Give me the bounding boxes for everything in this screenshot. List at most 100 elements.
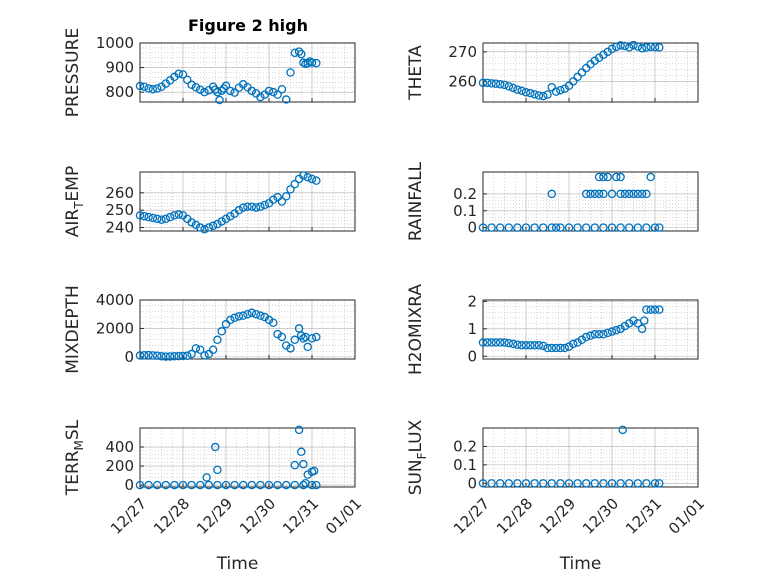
x-tick-label: 12/27 <box>107 495 150 538</box>
data-point <box>290 480 300 490</box>
data-point <box>624 479 634 488</box>
data-point <box>556 343 565 353</box>
data-point <box>633 189 643 199</box>
data-point <box>238 203 248 212</box>
data-point <box>309 466 319 476</box>
data-point <box>165 352 175 361</box>
x-tick-label: 12/28 <box>150 495 193 538</box>
data-point <box>487 479 496 488</box>
y-tick-label: 260 <box>448 72 477 90</box>
data-point <box>564 81 574 91</box>
data-point <box>650 42 660 52</box>
data-point <box>234 205 244 215</box>
data-point <box>269 87 278 97</box>
data-point <box>135 81 145 91</box>
data-point <box>210 442 220 452</box>
data-point <box>221 214 231 224</box>
data-point <box>303 58 312 68</box>
data-point <box>620 41 630 51</box>
data-point <box>301 478 310 488</box>
data-point <box>230 313 239 323</box>
x-tick-label: 12/29 <box>536 495 579 538</box>
data-point <box>547 343 557 353</box>
data-point <box>612 42 621 52</box>
data-point <box>573 338 582 347</box>
y-axis-label: THETA <box>406 45 426 101</box>
data-point <box>273 192 282 202</box>
data-point <box>624 189 634 199</box>
y-tick-label: 270 <box>448 43 477 61</box>
data-point <box>607 223 617 232</box>
data-point <box>504 338 514 348</box>
x-tick-label: 12/30 <box>579 495 622 538</box>
data-point <box>530 341 539 350</box>
x-tick-label: 12/30 <box>236 495 279 538</box>
data-point <box>603 328 612 338</box>
data-point <box>650 479 660 488</box>
data-point <box>161 214 171 224</box>
data-point <box>204 480 214 490</box>
data-point <box>178 70 188 79</box>
x-tick-label: 12/28 <box>493 495 536 538</box>
y-tick-label: 1 <box>467 320 477 338</box>
x-tick-label: 01/01 <box>322 495 365 538</box>
data-point <box>556 479 565 488</box>
data-point <box>640 316 649 325</box>
data-point <box>230 88 239 97</box>
subplot-sun-flux: 00.10.2 12/27 12/28 12/29 12/30 12/31 01/01 SUN… <box>406 419 708 574</box>
data-point <box>195 480 205 490</box>
y-tick-label: 200 <box>105 457 134 475</box>
data-point <box>165 212 175 222</box>
figure-title: Figure 2 high <box>188 16 308 35</box>
data-point <box>513 85 522 94</box>
data-point <box>508 339 518 349</box>
data-point <box>594 189 604 199</box>
data-point <box>513 479 522 488</box>
data-point <box>208 221 218 231</box>
data-point <box>307 174 317 184</box>
data-point <box>286 68 295 77</box>
data-point <box>148 213 158 223</box>
data-point <box>616 189 625 199</box>
data-point <box>612 172 621 182</box>
data-point <box>547 83 557 92</box>
y-axis-label: H2OMIXRA <box>406 284 426 375</box>
data-point <box>152 214 162 224</box>
x-axis-label: Time <box>216 554 259 574</box>
y-tick-label: 2 <box>467 292 477 310</box>
data-point <box>307 58 317 67</box>
data-point <box>478 479 488 488</box>
data-point <box>526 341 535 350</box>
data-point <box>538 223 548 232</box>
data-point <box>269 195 278 205</box>
data-point <box>547 479 557 488</box>
data-point <box>170 352 179 361</box>
data-point <box>187 80 196 90</box>
data-point <box>590 479 600 488</box>
data-point <box>543 343 552 353</box>
data-point <box>290 179 300 189</box>
data-point <box>556 85 565 95</box>
data-point <box>573 72 582 82</box>
data-point <box>281 480 291 490</box>
data-point <box>140 211 149 221</box>
data-point <box>590 330 600 339</box>
data-point <box>226 315 235 325</box>
data-point <box>607 479 617 488</box>
data-point <box>629 40 638 50</box>
y-tick-label: 250 <box>105 201 134 219</box>
y-tick-label: 800 <box>105 83 134 101</box>
data-point <box>251 309 261 319</box>
data-point <box>569 77 578 86</box>
data-point <box>646 305 655 314</box>
data-point <box>594 330 604 339</box>
data-point <box>217 327 226 336</box>
data-point <box>152 84 162 93</box>
data-point <box>599 189 608 199</box>
data-point <box>296 447 306 457</box>
data-point <box>612 325 621 335</box>
data-point <box>234 312 244 321</box>
data-point <box>303 470 312 479</box>
